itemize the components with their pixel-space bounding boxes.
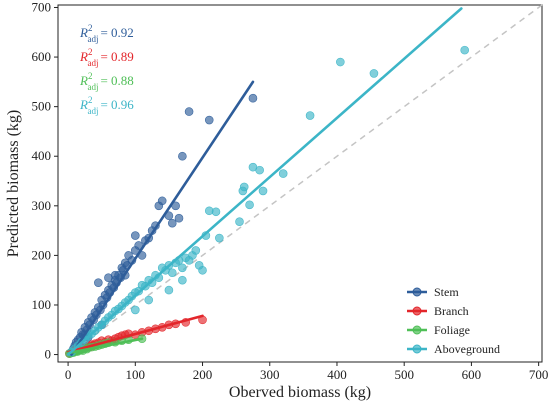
- data-point-stem: [174, 213, 184, 223]
- data-point-aboveground: [258, 186, 268, 196]
- fit-line-branch: [66, 314, 204, 354]
- y-tick-label: 500: [32, 99, 52, 114]
- r2-annotation-stem: R2 adj = 0.92: [79, 23, 134, 44]
- y-tick-label: 0: [45, 347, 52, 362]
- data-point-aboveground: [245, 200, 254, 210]
- data-point-aboveground: [460, 45, 469, 55]
- legend-marker-foliage: [412, 325, 422, 335]
- y-tick-label: 400: [32, 148, 52, 163]
- fit-line-stem: [70, 80, 255, 356]
- fit-line-foliage: [66, 337, 144, 355]
- legend-marker-aboveground: [412, 344, 422, 354]
- data-point-aboveground: [239, 182, 249, 192]
- data-point-aboveground: [305, 111, 315, 120]
- data-point-aboveground: [178, 263, 187, 273]
- data-point-aboveground: [198, 265, 207, 275]
- x-tick-label: 300: [260, 367, 280, 382]
- x-tick-label: 700: [529, 367, 549, 382]
- legend-label-branch: Branch: [434, 304, 469, 318]
- data-point-aboveground: [164, 285, 174, 295]
- data-point-stem: [131, 231, 140, 240]
- legend-label-stem: Stem: [434, 285, 459, 299]
- data-point-aboveground: [255, 165, 264, 175]
- y-tick-label: 100: [32, 297, 52, 312]
- one-to-one-line: [67, 4, 543, 356]
- fit-line-aboveground: [66, 7, 463, 356]
- y-tick-label: 700: [32, 0, 52, 14]
- r2-annotation-aboveground: R2 adj = 0.96: [79, 95, 134, 116]
- x-tick-label: 500: [394, 367, 414, 382]
- legend-label-foliage: Foliage: [434, 323, 470, 337]
- data-point-stem: [204, 115, 214, 125]
- r2-annotation-branch: R2 adj = 0.89: [79, 47, 134, 68]
- legend-label-aboveground: Aboveground: [434, 342, 500, 356]
- data-point-stem: [178, 151, 187, 161]
- r2-annotation-foliage: R2 adj = 0.88: [79, 71, 134, 92]
- x-tick-label: 100: [126, 367, 146, 382]
- data-point-aboveground: [191, 246, 201, 255]
- data-point-stem: [167, 218, 177, 228]
- data-point-stem: [110, 270, 120, 280]
- legend-marker-stem: [412, 287, 422, 297]
- y-tick-label: 300: [32, 198, 52, 213]
- data-point-aboveground: [215, 233, 224, 243]
- data-point-aboveground: [278, 169, 288, 178]
- x-tick-label: 0: [65, 367, 72, 382]
- x-tick-label: 400: [327, 367, 347, 382]
- plot-frame: [57, 4, 543, 363]
- y-tick-label: 600: [32, 49, 52, 64]
- x-tick-label: 600: [462, 367, 482, 382]
- data-point-aboveground: [178, 275, 187, 285]
- x-axis-title: Oberved biomass (kg): [229, 384, 371, 401]
- data-point-stem: [94, 278, 103, 287]
- data-point-aboveground: [336, 57, 345, 67]
- data-point-stem: [248, 93, 258, 103]
- data-point-aboveground: [211, 207, 221, 217]
- data-point-aboveground: [235, 217, 244, 226]
- data-point-aboveground: [144, 295, 154, 305]
- data-point-aboveground: [369, 69, 379, 78]
- data-point-stem: [157, 196, 167, 206]
- y-axis-title: Predicted biomass (kg): [5, 110, 22, 258]
- y-tick-label: 200: [32, 247, 52, 262]
- x-tick-label: 200: [193, 367, 213, 382]
- legend-marker-branch: [412, 306, 422, 316]
- data-point-aboveground: [167, 268, 177, 278]
- data-point-aboveground: [131, 305, 140, 315]
- data-point-stem: [184, 107, 194, 116]
